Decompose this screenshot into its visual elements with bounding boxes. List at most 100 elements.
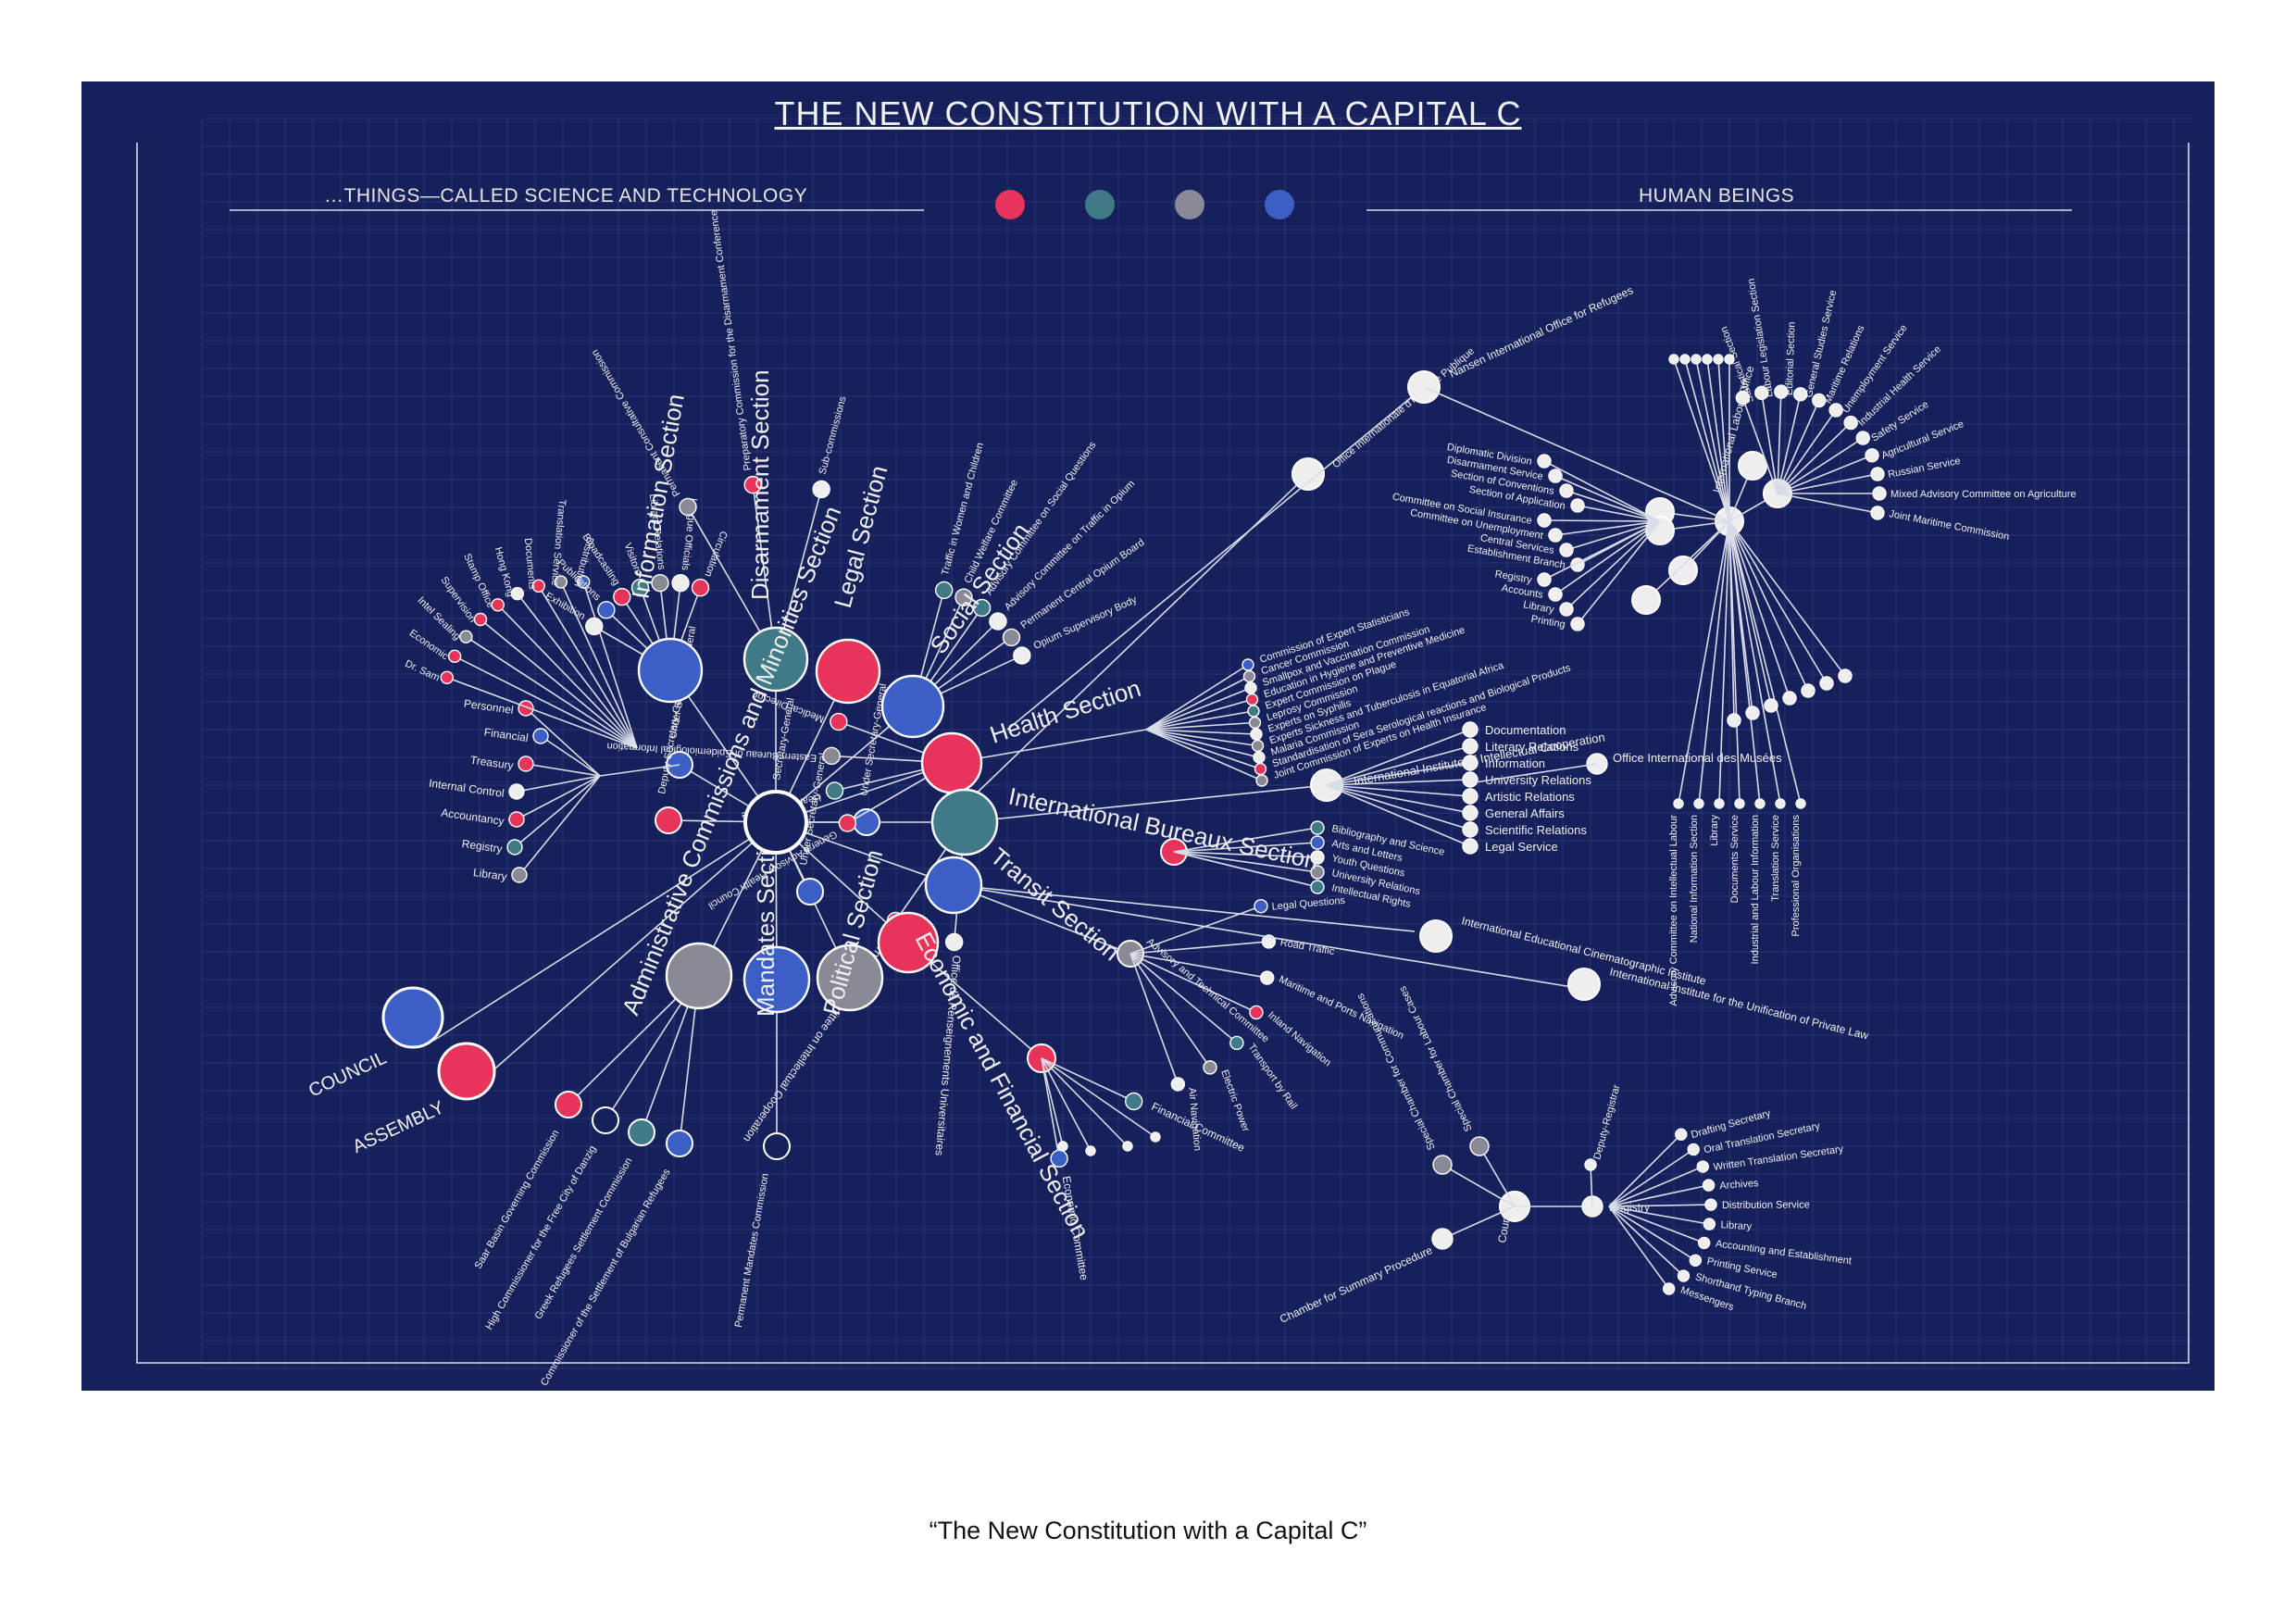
ilo-lower-right-link: [1728, 520, 1753, 714]
assembly-link: [488, 821, 777, 1075]
social-child-node: [989, 612, 1007, 631]
ici-list-node: [1462, 721, 1479, 738]
ilo-bottom-node: [1734, 798, 1745, 809]
health-list-link: [1145, 687, 1252, 731]
ici-list-link: [1326, 784, 1471, 797]
social-child-node: [972, 598, 992, 618]
ici-list-link: [1326, 745, 1471, 786]
private-law-node: [1567, 968, 1601, 1001]
upper-left-link: [497, 604, 638, 749]
court-label: Court: [1495, 1215, 1513, 1244]
left-leaf-link: [525, 763, 601, 777]
transit-list-link: [1129, 953, 1238, 1044]
ilo-left-leaf-link: [1577, 520, 1661, 625]
court-upper-link: [1479, 1145, 1516, 1207]
council-label: COUNCIL: [306, 1048, 390, 1102]
ilo-left-leaf-label: Printing: [1530, 614, 1566, 631]
ilo-left-leaf-node: [1559, 543, 1574, 557]
ici-list-node: [1462, 738, 1479, 755]
ilo-right-leaf-node: [1855, 431, 1870, 445]
left-branch-link: [599, 764, 680, 777]
left-leaf-link: [525, 707, 601, 777]
ilo-left-leaf-label: Registry: [1494, 568, 1533, 586]
registry-child-label: Archives: [1719, 1178, 1759, 1192]
health-list-link: [1145, 729, 1258, 747]
left-leaf-node: [506, 839, 523, 856]
ilo-left-leaf-label: Library: [1522, 599, 1555, 616]
bureaux-child-node: [944, 932, 964, 952]
registry-child-link: [1608, 1184, 1709, 1207]
legal-section-node: [815, 638, 881, 705]
ilo-bottom-label: National Information Section: [1689, 815, 1700, 943]
transit-list-node: [1170, 1077, 1186, 1092]
health-list-node: [1253, 751, 1266, 764]
ilo-upper-node: [1702, 354, 1713, 365]
economic-link: [1041, 1057, 1092, 1152]
assembly-label: ASSEMBLY: [350, 1097, 448, 1157]
ici-list-label: Artistic Relations: [1485, 790, 1575, 804]
pmc-node: [763, 1132, 791, 1160]
information-child-node: [630, 579, 650, 597]
ilo-left-leaf-link: [1566, 520, 1661, 610]
legend-dot-teal: [1085, 190, 1115, 219]
health-list-link: [1145, 729, 1263, 781]
admin-node: [592, 1106, 619, 1134]
ilo-left-leaf-node: [1570, 617, 1585, 631]
information-section-node: [637, 637, 704, 704]
far-right-link: [953, 884, 1416, 932]
ilo-link: [1423, 386, 1730, 522]
ilo-bottom-node: [1754, 798, 1766, 809]
health-child-node: [830, 712, 848, 731]
ilo-left-leaf-link: [1566, 520, 1661, 551]
admin-node: [628, 1118, 655, 1146]
secretary-general-node: [743, 790, 808, 855]
ilo-left-leaf-link: [1577, 505, 1661, 522]
ici-list-label: Literary Relations: [1485, 740, 1579, 754]
ilo-bottom-link: [1698, 520, 1730, 805]
ilo-left-leaf-node: [1548, 468, 1563, 483]
information-child-node: [585, 617, 604, 636]
refugees-link: [1006, 386, 1425, 731]
upper-left-node: [531, 579, 545, 593]
ilo-right-leaf-link: [1777, 437, 1864, 494]
frame-border: [136, 143, 2190, 1364]
economic-link: [1041, 1057, 1064, 1147]
economic-leaf-node: [1057, 1141, 1068, 1152]
ilo-bottom-label: Advisory Committee on Intellectual Labou…: [1668, 815, 1679, 1006]
ilo-upper-node: [1668, 354, 1679, 365]
upper-left-label: Hong Kong: [493, 546, 517, 598]
ilo-bottom-link: [1728, 520, 1802, 805]
registry-child-link: [1608, 1148, 1694, 1207]
ici-list-node: [1462, 805, 1479, 821]
registry-child-link: [1608, 1206, 1684, 1277]
upper-left-link: [480, 618, 638, 749]
ici-list-label: Legal Service: [1485, 840, 1558, 854]
cinema-node: [1419, 919, 1453, 953]
under-secretary-node: [796, 878, 824, 906]
registry-child-label: Library: [1720, 1219, 1753, 1232]
court-upper-node: [1469, 1136, 1490, 1156]
left-leaf-label: Internal Control: [428, 777, 505, 800]
ilo-right-leaf-link: [1777, 409, 1837, 494]
ilo-left-leaf-link: [1554, 520, 1661, 595]
ilo-lower-right-node: [1838, 668, 1853, 683]
ici-list-link: [1326, 779, 1471, 786]
ilo-right-leaf-node: [1872, 486, 1887, 501]
ilo-left-leaf-node: [1570, 498, 1585, 513]
economic-leaf-node: [1085, 1145, 1096, 1156]
ilo-upper-link: [1717, 358, 1730, 522]
registry-child-node: [1675, 1128, 1688, 1141]
ilo-upper-node: [1713, 354, 1724, 365]
transit-list-label: Air Navigation: [1186, 1087, 1203, 1151]
transit-list-link: [1129, 953, 1267, 979]
icic-list-link: [1173, 842, 1318, 853]
admin-node: [555, 1091, 582, 1118]
social-child-node: [1002, 628, 1021, 647]
ilo-right-leaf-node: [1793, 387, 1808, 402]
admin-node: [666, 1130, 693, 1157]
left-leaf-link: [518, 775, 601, 876]
ilo-bottom-node: [1795, 798, 1806, 809]
registry-child-link: [1608, 1206, 1704, 1244]
ici-list-link: [1326, 784, 1471, 847]
upper-left-node: [554, 575, 568, 589]
